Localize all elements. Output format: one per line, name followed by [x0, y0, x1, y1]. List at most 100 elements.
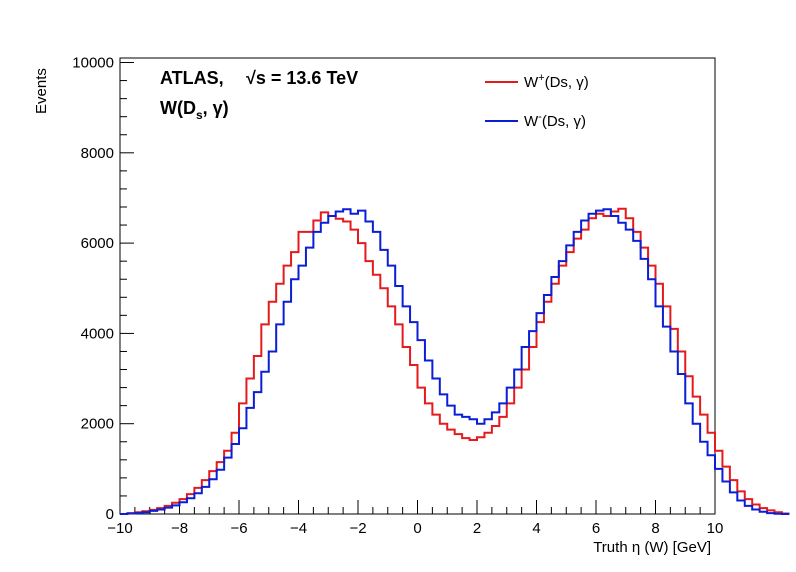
x-tick-label: 8	[651, 520, 659, 537]
histogram-bin	[574, 232, 581, 514]
histogram-bin	[232, 444, 239, 514]
histogram-line	[120, 207, 790, 515]
histogram-bin	[559, 261, 566, 514]
process-main: W(D	[160, 98, 196, 118]
histogram-bin	[157, 509, 164, 514]
histogram-bin	[663, 327, 670, 514]
histogram-bin	[150, 511, 157, 514]
histogram-bin	[418, 340, 425, 514]
histogram-bin	[432, 379, 439, 514]
histogram-bin	[358, 211, 365, 514]
histogram-bin	[180, 502, 187, 514]
process-rest: , γ)	[203, 98, 229, 118]
histogram-bin	[321, 223, 328, 514]
histogram-bin	[700, 442, 707, 514]
histogram-bin	[291, 279, 298, 514]
histogram-bin	[224, 458, 231, 514]
histogram-line	[120, 208, 790, 515]
histogram-bin	[589, 214, 596, 514]
histogram-bin	[522, 347, 529, 514]
atlas-experiment: ATLAS,	[160, 68, 224, 88]
x-tick-label: −10	[107, 520, 132, 537]
histogram-bin	[678, 374, 685, 514]
histogram-bin	[351, 214, 358, 514]
histogram-bin	[194, 493, 201, 514]
histogram-bin	[209, 479, 216, 514]
histogram-bin	[611, 216, 618, 514]
y-tick-label: 2000	[81, 416, 114, 433]
histogram-bin	[246, 408, 253, 514]
y-tick-label: 0	[106, 506, 114, 523]
histogram-bin	[425, 360, 432, 514]
histogram-bin	[551, 277, 558, 514]
x-tick-label: 10	[707, 520, 724, 537]
histogram-bin	[440, 394, 447, 514]
histogram-bin	[462, 417, 469, 514]
histogram-bin	[566, 245, 573, 514]
series-wplus	[120, 207, 790, 515]
x-tick-label: 2	[473, 520, 481, 537]
process-subscript: s	[196, 108, 203, 122]
histogram-bin	[685, 403, 692, 514]
histogram-bin	[365, 221, 372, 514]
x-tick-label: −8	[171, 520, 188, 537]
histogram-bin	[648, 279, 655, 514]
histogram-bin	[745, 506, 752, 514]
x-tick-label: 6	[592, 520, 600, 537]
histogram-bin	[618, 223, 625, 514]
histogram-bin	[737, 500, 744, 514]
process-label: W(Ds, γ)	[160, 98, 229, 122]
histogram-bin	[142, 512, 149, 514]
histogram-bin	[395, 286, 402, 514]
histogram-bin	[670, 351, 677, 514]
histogram-bin	[165, 508, 172, 514]
x-tick-labels: −10 −8 −6 −4 −2 0 2 4 6 8 10	[107, 520, 723, 537]
histogram-bin	[239, 428, 246, 514]
histogram-bin	[455, 415, 462, 514]
histogram-bin	[284, 302, 291, 514]
histogram-bin	[529, 331, 536, 514]
histogram-bin	[641, 259, 648, 514]
histogram-bin	[328, 216, 335, 514]
histogram-bin	[477, 424, 484, 514]
histogram-bin	[343, 209, 350, 514]
histogram-bin	[708, 455, 715, 514]
x-tick-label: −4	[290, 520, 307, 537]
histogram-bin	[626, 230, 633, 514]
histogram-bin	[447, 406, 454, 514]
svg-text:W(Ds, γ): W(Ds, γ)	[160, 98, 229, 122]
legend: W+(Ds, γ) W-(Ds, γ)	[485, 72, 589, 130]
histogram-bin	[373, 232, 380, 514]
histogram-bin	[514, 370, 521, 514]
histogram-bin	[633, 241, 640, 514]
histogram-bin	[276, 324, 283, 514]
y-tick-label: 4000	[81, 325, 114, 342]
histogram-bin	[336, 212, 343, 514]
histogram-bin	[492, 412, 499, 514]
y-axis-title: Events	[33, 68, 50, 114]
x-tick-label: 0	[413, 520, 421, 537]
histogram-bin	[187, 498, 194, 514]
legend-label-wminus: W-(Ds, γ)	[524, 111, 586, 130]
histogram-bin	[537, 313, 544, 514]
histogram-bin	[261, 372, 268, 514]
x-tick-label: −2	[349, 520, 366, 537]
histogram-bin	[202, 487, 209, 514]
y-tick-label: 10000	[72, 55, 114, 72]
y-tick-label: 8000	[81, 145, 114, 162]
histogram-bin	[767, 513, 774, 514]
series-wminus	[120, 208, 790, 515]
atlas-label: ATLAS, √s = 13.6 TeV	[160, 68, 358, 88]
histogram-bin	[217, 470, 224, 514]
atlas-energy: √s = 13.6 TeV	[246, 68, 358, 88]
histogram-bin	[299, 266, 306, 514]
histogram-bin	[135, 513, 142, 514]
histogram-bin	[596, 211, 603, 514]
histogram-bin	[581, 221, 588, 514]
y-tick-labels: 0 2000 4000 6000 8000 10000	[72, 55, 114, 523]
histogram-bin	[760, 512, 767, 514]
histogram-bin	[269, 351, 276, 514]
histogram-bin	[172, 505, 179, 514]
histogram-bin	[410, 322, 417, 514]
histogram-bin	[693, 424, 700, 514]
